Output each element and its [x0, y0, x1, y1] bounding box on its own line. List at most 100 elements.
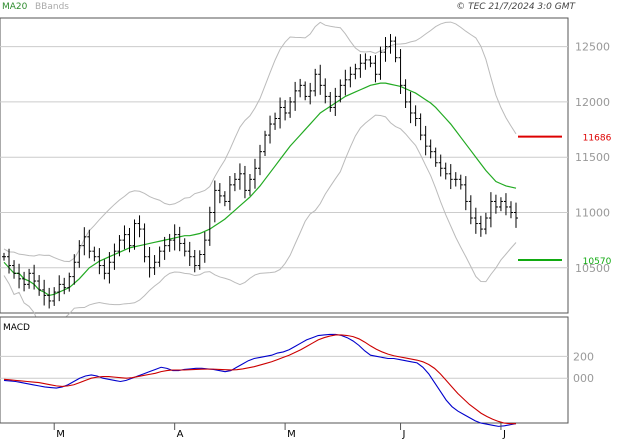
- price-bar: [142, 223, 147, 263]
- y-tick-label: 12000: [575, 96, 610, 109]
- price-bar: [42, 279, 47, 306]
- price-bar: [87, 229, 92, 259]
- price-bar: [303, 81, 308, 101]
- y-tick-label: 11000: [575, 206, 610, 219]
- macd-title: MACD: [3, 323, 30, 333]
- price-bar: [503, 193, 508, 216]
- price-bar: [403, 79, 408, 109]
- price-bar: [263, 130, 268, 156]
- price-bar: [378, 46, 383, 80]
- price-bar: [273, 112, 278, 130]
- price-bar: [258, 144, 262, 176]
- price-bar: [468, 195, 473, 225]
- x-tick-label: A: [177, 429, 184, 440]
- price-bar: [333, 87, 338, 116]
- price-bar: [172, 224, 177, 251]
- price-bar: [313, 68, 318, 97]
- price-bar: [12, 260, 17, 279]
- price-bar: [473, 207, 478, 234]
- y-tick-label: 11500: [575, 151, 610, 164]
- price-bar: [393, 36, 398, 63]
- price-bar: [383, 37, 388, 62]
- price-bar: [493, 194, 498, 214]
- price-bar: [137, 215, 142, 238]
- price-bar: [77, 240, 82, 268]
- price-bar: [453, 172, 458, 187]
- price-bar: [433, 147, 438, 167]
- price-bar: [373, 55, 378, 83]
- price-bar: [363, 53, 368, 70]
- price-bar: [463, 176, 468, 211]
- price-bar: [152, 255, 157, 275]
- price-bar: [498, 197, 503, 212]
- price-bar: [358, 54, 363, 78]
- price-bar: [47, 287, 52, 309]
- ma20-path: [3, 82, 517, 297]
- macd-y-tick-label: 200: [573, 350, 594, 363]
- price-bar: [227, 176, 232, 211]
- price-bar: [122, 225, 127, 250]
- price-y-axis: 10500 11000 11500 12000 12500: [575, 41, 610, 275]
- price-bar: [288, 97, 293, 118]
- y-tick-label: 12500: [575, 41, 610, 54]
- x-tick-label: J: [502, 429, 506, 440]
- y-tick-label: 10500: [575, 262, 610, 275]
- lower-band: [3, 114, 517, 337]
- price-bar: [82, 227, 87, 256]
- legend-ma20: MA20: [2, 2, 28, 12]
- price-bar: [247, 174, 252, 196]
- price-bar: [443, 162, 448, 180]
- price-bar: [127, 227, 132, 253]
- price-bar: [32, 264, 37, 290]
- price-bar: [37, 275, 42, 296]
- price-gridlines: [0, 46, 568, 269]
- macd-panel-frame: [0, 316, 569, 424]
- price-bar: [117, 235, 122, 257]
- price-bar: [448, 164, 453, 190]
- price-bar: [252, 158, 257, 189]
- price-bar: [72, 254, 77, 285]
- legend-bbands: BBands: [35, 2, 69, 12]
- price-bar: [157, 246, 162, 267]
- price-bar: [242, 165, 247, 199]
- price-bar: [308, 82, 313, 105]
- price-bar: [212, 180, 217, 223]
- price-bar: [182, 238, 187, 257]
- price-bar: [343, 69, 348, 96]
- price-bar: [348, 66, 353, 88]
- x-tick-label: M: [287, 429, 296, 440]
- price-bar: [97, 248, 102, 275]
- price-bar: [67, 272, 72, 292]
- price-bar: [217, 183, 222, 204]
- price-bar: [318, 64, 323, 95]
- price-bar: [22, 271, 27, 292]
- price-bar: [237, 163, 242, 190]
- copyright-text: © TEC 21/7/2024 3:0 GMT: [456, 2, 576, 12]
- price-bar: [428, 139, 433, 159]
- signal-series: [3, 334, 516, 425]
- price-bar: [112, 243, 117, 270]
- price-bar: [338, 79, 343, 103]
- price-bar: [514, 202, 518, 228]
- price-bar: [423, 125, 428, 156]
- price-bar: [488, 192, 493, 228]
- support-label: 10570: [583, 257, 612, 267]
- price-bar: [298, 78, 303, 98]
- price-bar: [27, 268, 32, 289]
- macd-series: [3, 333, 517, 427]
- price-bar: [278, 97, 283, 129]
- macd-lines: [3, 333, 517, 427]
- price-bar: [438, 154, 443, 177]
- price-bar: [388, 34, 393, 54]
- price-bar: [323, 78, 328, 104]
- price-bar: [62, 277, 67, 295]
- price-bar: [328, 91, 333, 112]
- macd-y-tick-label: 000: [573, 372, 594, 385]
- price-bar: [52, 287, 57, 306]
- level-annotations: 11686 10570: [518, 134, 612, 267]
- price-bar: [353, 63, 358, 80]
- resistance-label: 11686: [583, 134, 612, 144]
- price-bar: [147, 246, 152, 278]
